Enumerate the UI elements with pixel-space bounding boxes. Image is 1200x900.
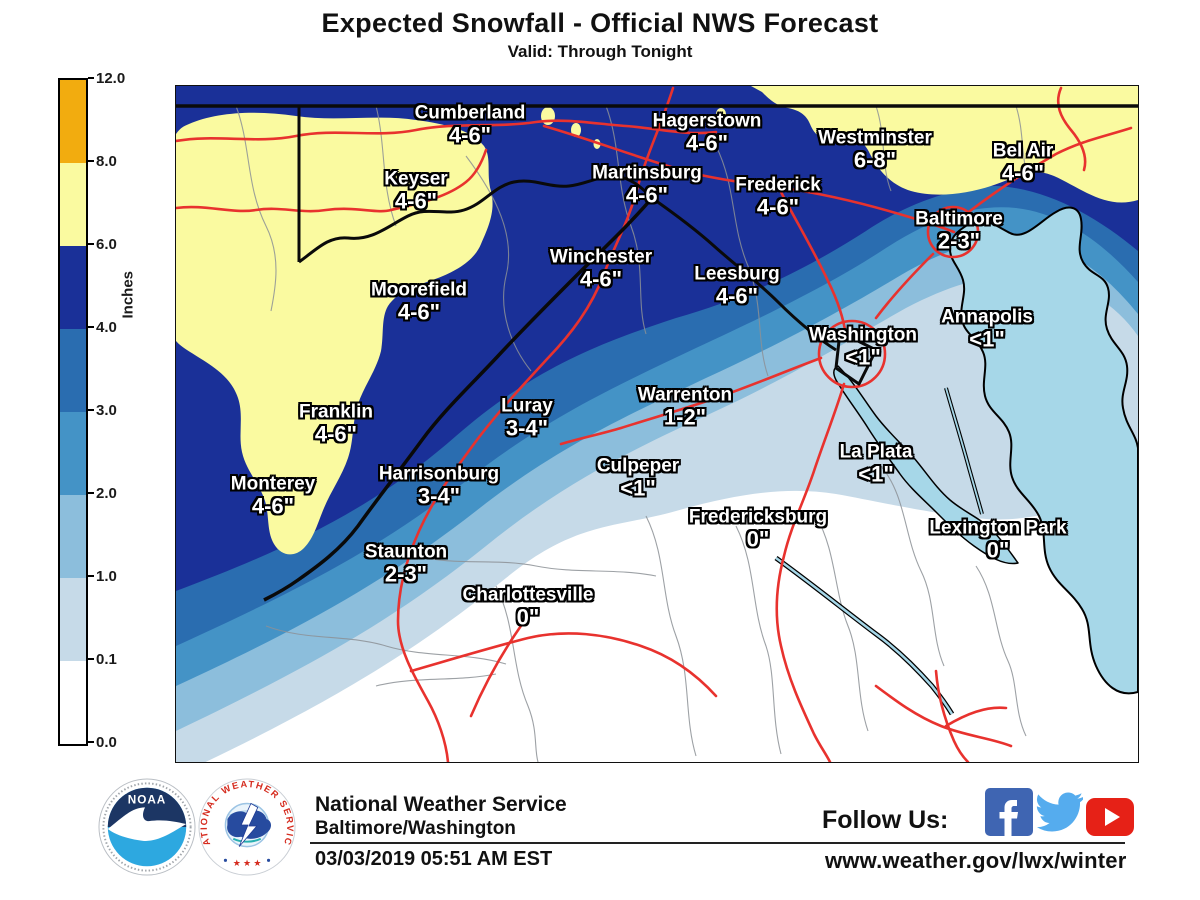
legend-unit-label: Inches	[119, 270, 137, 319]
noaa-logo-text: NOAA	[128, 793, 167, 806]
legend-tick-mark	[88, 658, 94, 660]
svg-text:★ ★ ★: ★ ★ ★	[233, 858, 262, 868]
legend-swatch-6.0-8.0	[60, 163, 86, 246]
legend-tick-label: 0.0	[96, 734, 117, 751]
youtube-icon[interactable]	[1086, 793, 1134, 841]
legend-tick-mark	[88, 243, 94, 245]
legend-tick-mark	[88, 492, 94, 494]
page-title: Expected Snowfall - Official NWS Forecas…	[321, 8, 879, 38]
footer-divider	[310, 842, 1125, 844]
legend-tick-mark	[88, 741, 94, 743]
legend-swatch-0.0-0.1	[60, 661, 86, 744]
snowfall-legend-colorbar	[58, 78, 88, 746]
legend-tick-mark	[88, 160, 94, 162]
twitter-icon[interactable]	[1035, 788, 1083, 836]
legend-swatch-3.0-4.0	[60, 329, 86, 412]
legend-swatch-4.0-6.0	[60, 246, 86, 329]
nws-logo: NATIONAL WEATHER SERVICE ★ ★ ★	[198, 778, 296, 876]
noaa-logo: NOAA	[98, 778, 196, 876]
legend-tick-label: 12.0	[96, 70, 126, 87]
legend-swatch-0.1-1.0	[60, 578, 86, 661]
state-borders-layer	[176, 104, 1138, 602]
footer-agency: National Weather Service	[315, 793, 567, 816]
dc-boundary	[834, 330, 878, 386]
footer-url: www.weather.gov/lwx/winter	[825, 848, 1127, 873]
legend-tick-label: 8.0	[96, 153, 117, 170]
highways-layer	[176, 86, 1133, 762]
legend-swatch-1.0-2.0	[60, 495, 86, 578]
forecast-map	[175, 85, 1139, 763]
legend-tick-label: 6.0	[96, 236, 117, 253]
legend-tick-mark	[88, 575, 94, 577]
legend-tick-label: 4.0	[96, 319, 117, 336]
legend-swatch-2.0-3.0	[60, 412, 86, 495]
legend-swatch-8.0-12.0	[60, 80, 86, 163]
legend-tick-mark	[88, 326, 94, 328]
page-subtitle: Valid: Through Tonight	[507, 42, 693, 61]
legend-tick-label: 1.0	[96, 568, 117, 585]
legend-tick-label: 2.0	[96, 485, 117, 502]
legend-tick-mark	[88, 409, 94, 411]
facebook-icon[interactable]	[985, 788, 1033, 836]
footer-office: Baltimore/Washington	[315, 818, 516, 839]
legend-tick-label: 3.0	[96, 402, 117, 419]
legend-tick-label: 0.1	[96, 651, 117, 668]
footer-timestamp: 03/03/2019 05:51 AM EST	[315, 848, 553, 870]
follow-us-label: Follow Us:	[822, 806, 949, 834]
legend-tick-mark	[88, 77, 94, 79]
